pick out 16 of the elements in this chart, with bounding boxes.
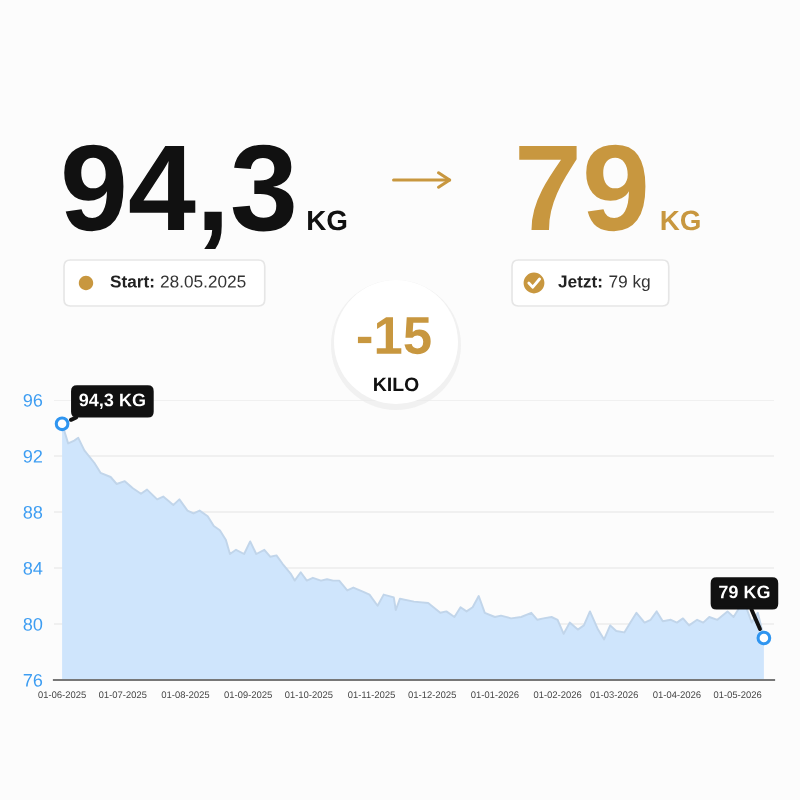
text: KG [661, 210, 700, 231]
y-tick-label: 92 [23, 449, 42, 463]
text: KG [308, 210, 347, 231]
text: -15 [357, 317, 431, 355]
annotation: 94,3 KG [79, 393, 145, 409]
y-tick-label: 80 [23, 617, 43, 631]
y-tick-label: 88 [23, 505, 43, 519]
text: 79 [519, 144, 646, 232]
text: KILO [374, 377, 419, 392]
y-tick-label: 96 [23, 393, 43, 407]
annotation: 79 KG [719, 585, 770, 599]
y-tick-label: 84 [23, 561, 43, 575]
text: 94,3 [64, 144, 294, 249]
text: Jetzt: 79 kg [558, 274, 650, 292]
y-tick-label: 76 [23, 673, 43, 687]
text: Start: 28.05.2025 [110, 275, 246, 288]
